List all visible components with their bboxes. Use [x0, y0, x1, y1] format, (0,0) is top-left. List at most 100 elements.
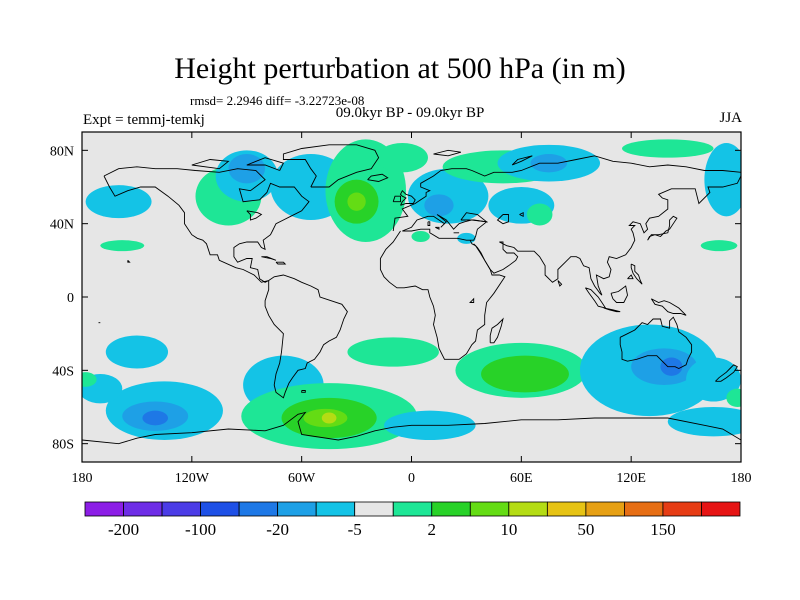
colorbar-swatch — [123, 501, 163, 517]
field-region-21 — [457, 232, 476, 244]
colorbar-label: 10 — [500, 520, 517, 539]
field-region-41 — [667, 407, 741, 437]
field-region-1 — [100, 240, 145, 252]
colorbar-swatch — [277, 501, 317, 517]
coastline-0 — [103, 166, 310, 283]
colorbar-label: -20 — [266, 520, 289, 539]
coastline-27 — [301, 390, 306, 393]
coastline-24 — [261, 256, 277, 261]
coastline-26 — [557, 280, 563, 287]
field-region-20 — [411, 231, 430, 242]
coastline-31 — [127, 259, 131, 263]
lon-tick-label: 0 — [408, 471, 415, 486]
coastline-18 — [399, 189, 416, 206]
season-label: JJA — [719, 110, 742, 126]
coastline-19 — [392, 195, 401, 203]
colorbar-swatch — [200, 501, 240, 517]
colorbar-swatch — [662, 501, 702, 517]
coastline-5 — [402, 214, 488, 241]
coastline-4 — [392, 155, 741, 232]
coastline-35 — [246, 210, 263, 221]
colorbar-label: -5 — [348, 520, 362, 539]
stats-line: rmsd= 2.2946 diff= -3.22723e-08 — [190, 93, 365, 108]
field-region-11 — [424, 194, 454, 217]
colorbar-swatch — [161, 501, 201, 517]
field-region-16 — [526, 203, 553, 226]
colorbar-swatch — [585, 501, 625, 517]
coastline-36 — [469, 297, 475, 303]
lon-tick-label: 60W — [288, 471, 316, 486]
colorbar-swatch — [84, 501, 124, 517]
coastline-23 — [511, 155, 533, 166]
coastline-1 — [264, 274, 348, 399]
coastline-20 — [246, 157, 285, 171]
field-region-27 — [347, 337, 439, 367]
coastline-11 — [489, 317, 504, 344]
colorbar-swatch — [238, 501, 279, 517]
coastline-16 — [630, 263, 643, 285]
field-region-0 — [85, 185, 152, 219]
lat-tick-label: 80N — [50, 144, 74, 159]
lat-tick-label: 80S — [52, 438, 74, 453]
coastline-14 — [610, 285, 628, 303]
field-region-42 — [726, 388, 741, 407]
coastline-29 — [519, 211, 524, 218]
field-region-18 — [704, 143, 741, 217]
coastline-9 — [619, 316, 693, 370]
coastline-21 — [191, 159, 230, 170]
field-region-4 — [228, 154, 266, 184]
coastline-17 — [82, 411, 741, 445]
colorbar-label: -100 — [185, 520, 216, 539]
colorbar-swatch — [354, 501, 394, 517]
colorbar-swatch — [546, 501, 587, 517]
coastline-3 — [367, 173, 389, 182]
field-region-40 — [686, 357, 741, 402]
coastline-8 — [647, 215, 678, 241]
subtitle: 09.0kyr BP - 09.0kyr BP — [335, 105, 485, 121]
page-title: Height perturbation at 500 hPa (in m) — [174, 52, 626, 85]
axis-ticks: 80N 40N 0 40S 80S 180 120W 60W 0 60E 120E 180 — [50, 132, 752, 486]
colorbar-label: 150 — [650, 520, 676, 539]
lon-tick-label: 180 — [72, 471, 93, 486]
coastline-32 — [427, 221, 431, 226]
field-region-17 — [622, 139, 714, 158]
colorbar-swatch — [315, 501, 356, 517]
coastline-22 — [433, 149, 462, 157]
coastline-30 — [460, 212, 489, 223]
field-region-9 — [376, 143, 428, 173]
lon-tick-label: 120W — [175, 471, 210, 486]
field-region-22 — [105, 335, 169, 369]
field-region-33 — [82, 372, 97, 387]
coastline-13 — [603, 307, 621, 313]
field-region-8 — [347, 192, 366, 211]
colorbar: -200 -100 -20 -5 2 10 50 150 — [84, 501, 741, 539]
colorbar-label: 2 — [428, 520, 437, 539]
colorbar-swatch — [469, 501, 510, 517]
coastline-7 — [473, 175, 741, 296]
colorbar-swatch — [508, 501, 548, 517]
lon-tick-label: 180 — [731, 471, 752, 486]
lat-tick-label: 40S — [52, 364, 74, 379]
coastline-layer — [82, 144, 741, 445]
field-region-19 — [700, 240, 738, 252]
lon-tick-label: 60E — [510, 471, 533, 486]
colorbar-swatch — [431, 501, 471, 517]
lat-tick-label: 40N — [50, 218, 74, 233]
coastline-25 — [275, 261, 287, 265]
colorbar-swatch — [392, 501, 433, 517]
coastline-6 — [379, 230, 506, 360]
coastline-33 — [435, 226, 440, 230]
colorbar-swatch — [701, 501, 741, 517]
lat-tick-label: 0 — [67, 291, 74, 306]
field-region-36 — [481, 355, 569, 393]
colorbar-label: -200 — [108, 520, 139, 539]
coastline-28 — [496, 214, 509, 225]
coastline-2 — [282, 144, 380, 188]
field-region-26 — [142, 410, 169, 426]
colorbar-swatch — [624, 501, 664, 517]
field-region-31 — [321, 412, 337, 424]
lon-tick-label: 120E — [616, 471, 646, 486]
coastline-15 — [650, 298, 687, 316]
coastline-10 — [715, 364, 738, 382]
